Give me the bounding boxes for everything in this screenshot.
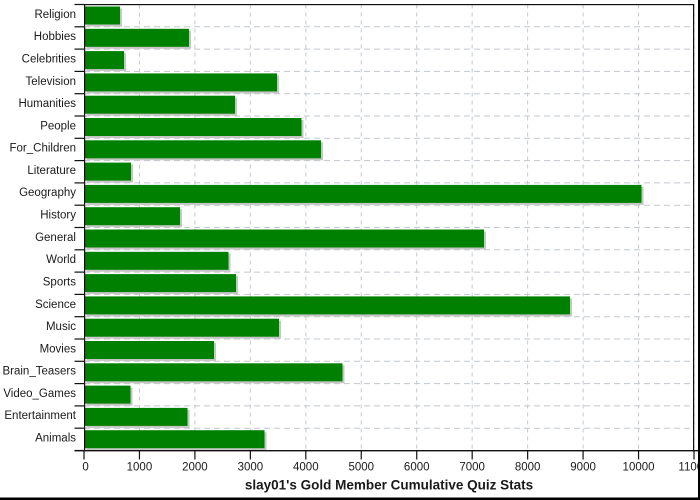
svg-text:Celebrities: Celebrities (22, 54, 77, 66)
svg-text:General: General (35, 232, 76, 244)
svg-text:8000: 8000 (515, 462, 541, 474)
svg-text:Literature: Literature (27, 165, 76, 177)
svg-text:slay01's Gold Member Cumulativ: slay01's Gold Member Cumulative Quiz Sta… (245, 478, 533, 493)
svg-text:Entertainment: Entertainment (4, 410, 76, 422)
svg-text:10000: 10000 (623, 462, 655, 474)
svg-text:4000: 4000 (293, 462, 319, 474)
svg-text:Hobbies: Hobbies (34, 31, 76, 43)
svg-text:11000: 11000 (678, 462, 700, 474)
svg-text:Geography: Geography (19, 187, 76, 199)
svg-text:5000: 5000 (348, 462, 374, 474)
svg-text:Movies: Movies (40, 343, 77, 355)
svg-text:For_Children: For_Children (10, 143, 76, 155)
svg-text:People: People (40, 120, 76, 132)
svg-text:3000: 3000 (238, 462, 264, 474)
svg-text:7000: 7000 (459, 462, 485, 474)
svg-text:World: World (46, 254, 76, 266)
svg-text:6000: 6000 (404, 462, 430, 474)
svg-text:Brain_Teasers: Brain_Teasers (2, 366, 76, 378)
svg-text:Television: Television (26, 76, 77, 88)
svg-text:0: 0 (82, 462, 88, 474)
svg-text:History: History (40, 210, 76, 222)
svg-text:Video_Games: Video_Games (3, 388, 76, 400)
svg-text:Science: Science (35, 299, 76, 311)
svg-text:Animals: Animals (35, 433, 76, 445)
svg-text:Sports: Sports (43, 276, 76, 288)
svg-text:9000: 9000 (570, 462, 596, 474)
svg-text:Religion: Religion (34, 9, 76, 21)
svg-text:1000: 1000 (127, 462, 153, 474)
svg-text:Humanities: Humanities (18, 98, 76, 110)
svg-text:2000: 2000 (182, 462, 208, 474)
svg-text:Music: Music (46, 321, 76, 333)
